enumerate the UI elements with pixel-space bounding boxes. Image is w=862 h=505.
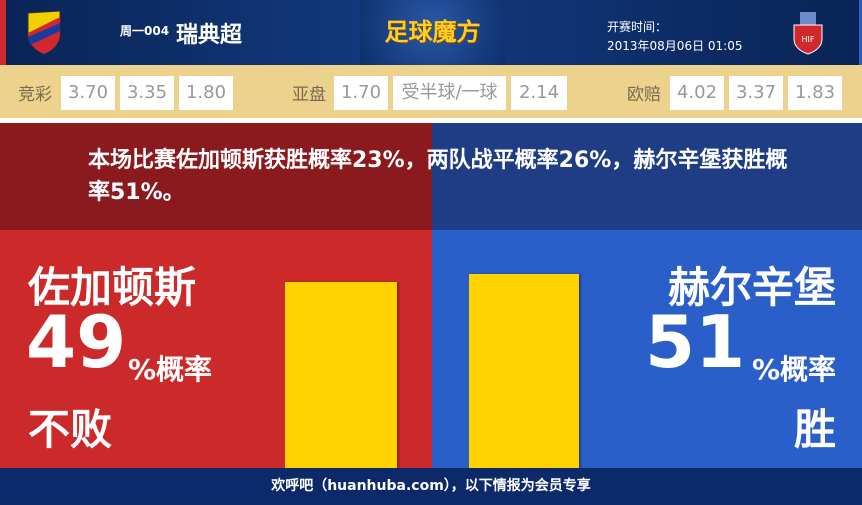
message-panel-home — [0, 123, 432, 230]
away-probability-bar — [469, 274, 579, 468]
home-percent-suffix: %概率 — [128, 353, 213, 386]
away-team-crest-icon: HIF — [793, 12, 823, 55]
away-outcome: 胜 — [793, 405, 836, 454]
kickoff-label: 开赛时间： — [607, 20, 668, 34]
asian-label: 亚盘 — [292, 85, 326, 105]
svg-text:HIF: HIF — [802, 35, 815, 44]
probability-message: 本场比赛佐加顿斯获胜概率23%，两队战平概率26%，赫尔辛堡获胜概率51%。 — [88, 148, 788, 205]
asian-handicap: 受半球/一球 — [393, 76, 506, 110]
euro-odd: 4.02 — [670, 76, 724, 110]
asian-odd: 1.70 — [334, 76, 388, 110]
match-code: 周一004 — [120, 24, 170, 38]
home-outcome: 不败 — [28, 405, 113, 454]
jingcai-odd: 1.80 — [179, 76, 233, 110]
message-panel-away — [432, 123, 862, 230]
home-team-name: 佐加顿斯 — [28, 263, 197, 312]
home-team-crest-icon — [27, 10, 61, 55]
footer-banner[interactable]: 欢呼吧（huanhuba.com），以下情报为会员专享 — [0, 468, 862, 505]
euro-label: 欧赔 — [627, 85, 661, 105]
brand-logo: 足球魔方 — [360, 0, 505, 65]
away-team-name: 赫尔辛堡 — [667, 263, 836, 312]
jingcai-label: 竞彩 — [18, 85, 52, 105]
jingcai-odd: 3.35 — [120, 76, 174, 110]
euro-odd: 3.37 — [729, 76, 783, 110]
home-percent: 49 — [26, 300, 127, 384]
away-percent-suffix: %概率 — [751, 353, 836, 386]
jingcai-odd: 3.70 — [61, 76, 115, 110]
asian-odd: 2.14 — [511, 76, 567, 110]
away-percent: 51 — [645, 300, 746, 384]
kickoff-time: 2013年08月06日 01:05 — [607, 39, 743, 53]
euro-odd: 1.83 — [788, 76, 842, 110]
home-probability-bar — [285, 281, 397, 468]
league-name: 瑞典超 — [176, 23, 243, 48]
